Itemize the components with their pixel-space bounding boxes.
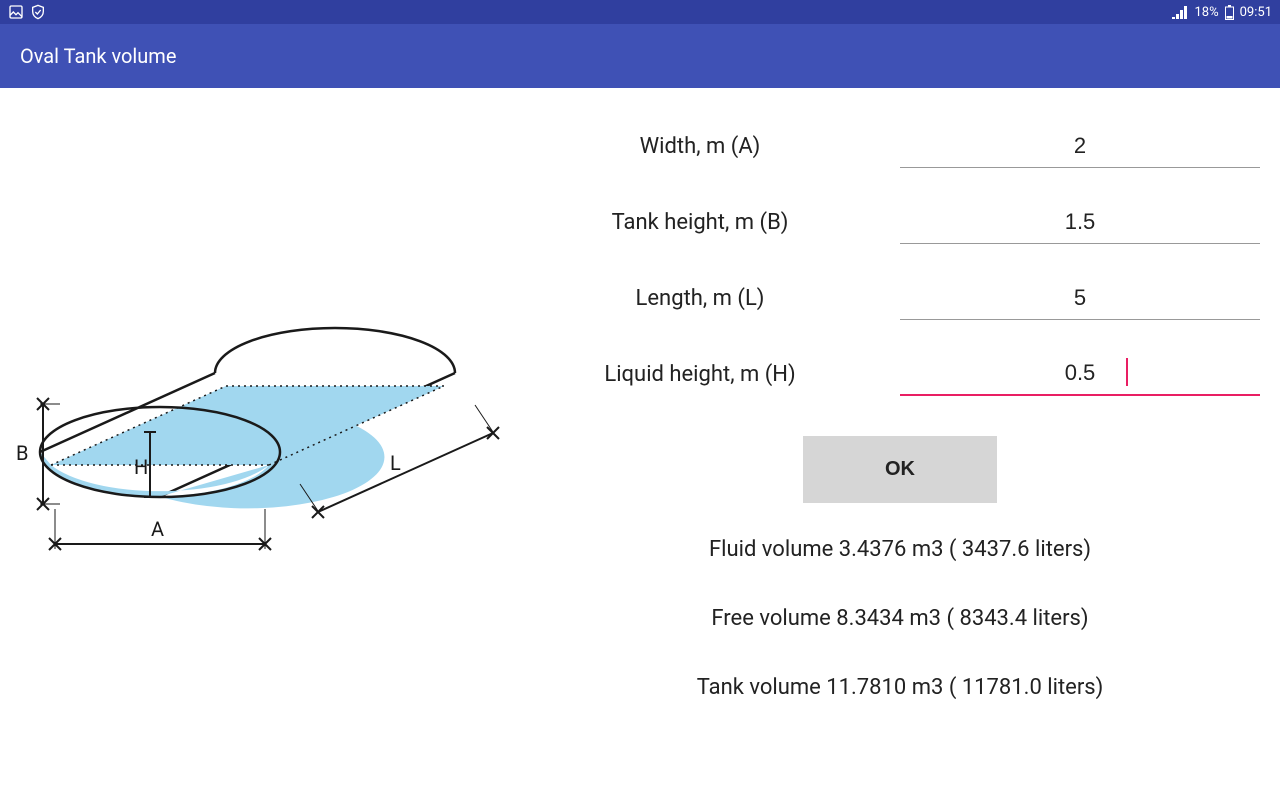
diagram-label-A: A (151, 517, 164, 541)
form-pane: Width, m (A) Tank height, m (B) Length, … (520, 88, 1280, 800)
diagram-label-L: L (390, 451, 401, 475)
diagram-label-H: H (134, 455, 148, 479)
row-tank-height: Tank height, m (B) (540, 184, 1260, 260)
label-length: Length, m (L) (540, 286, 900, 311)
result-fluid-volume: Fluid volume 3.4376 m3 ( 3437.6 liters) (540, 515, 1260, 584)
row-liquid-height: Liquid height, m (H) (540, 336, 1260, 412)
shield-check-icon (30, 4, 46, 20)
input-width[interactable] (900, 125, 1260, 168)
text-cursor (1126, 358, 1128, 386)
battery-icon (1225, 5, 1234, 20)
label-liquid-height: Liquid height, m (H) (540, 362, 900, 387)
row-length: Length, m (L) (540, 260, 1260, 336)
app-bar: Oval Tank volume (0, 24, 1280, 88)
battery-percent-label: 18% (1194, 5, 1218, 20)
input-liquid-height[interactable] (900, 352, 1260, 396)
signal-icon (1172, 5, 1188, 19)
page-title: Oval Tank volume (20, 44, 176, 68)
row-width: Width, m (A) (540, 108, 1260, 184)
tank-diagram: H B A L (0, 88, 520, 800)
label-tank-height: Tank height, m (B) (540, 210, 900, 235)
diagram-label-B: B (16, 441, 28, 465)
clock-label: 09:51 (1240, 5, 1272, 20)
input-length[interactable] (900, 277, 1260, 320)
result-tank-volume: Tank volume 11.7810 m3 ( 11781.0 liters) (540, 653, 1260, 722)
status-bar: 18% 09:51 (0, 0, 1280, 24)
ok-button[interactable]: OK (803, 436, 997, 503)
input-tank-height[interactable] (900, 201, 1260, 244)
result-free-volume: Free volume 8.3434 m3 ( 8343.4 liters) (540, 584, 1260, 653)
label-width: Width, m (A) (540, 134, 900, 159)
image-icon (8, 4, 24, 20)
